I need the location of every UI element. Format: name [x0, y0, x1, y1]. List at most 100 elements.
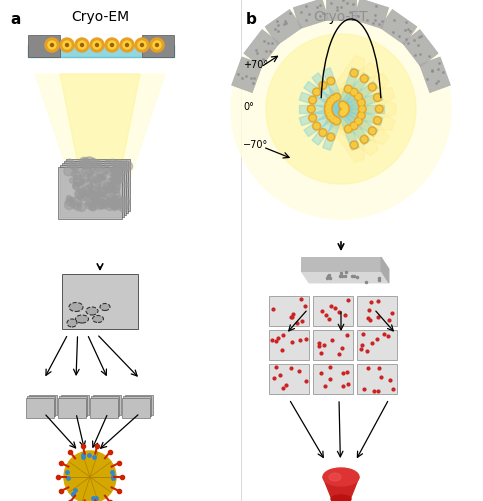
- Circle shape: [341, 103, 348, 111]
- Circle shape: [362, 138, 367, 143]
- Circle shape: [339, 102, 346, 110]
- Circle shape: [88, 176, 94, 182]
- FancyBboxPatch shape: [59, 396, 87, 416]
- Circle shape: [108, 42, 116, 50]
- Circle shape: [359, 101, 364, 106]
- Circle shape: [324, 106, 332, 114]
- Circle shape: [327, 104, 331, 108]
- Circle shape: [94, 199, 105, 210]
- Ellipse shape: [86, 308, 98, 315]
- Text: +70°: +70°: [243, 60, 268, 70]
- Circle shape: [99, 193, 104, 197]
- Circle shape: [360, 76, 368, 84]
- Circle shape: [103, 202, 109, 207]
- Circle shape: [331, 97, 336, 102]
- Circle shape: [75, 202, 79, 206]
- Circle shape: [74, 178, 83, 187]
- Circle shape: [339, 110, 346, 118]
- Circle shape: [325, 110, 333, 118]
- Ellipse shape: [100, 304, 110, 311]
- Circle shape: [307, 106, 315, 114]
- Circle shape: [91, 196, 98, 203]
- Polygon shape: [380, 11, 417, 46]
- Circle shape: [373, 117, 382, 125]
- Circle shape: [327, 111, 331, 116]
- Polygon shape: [301, 272, 389, 284]
- Circle shape: [123, 42, 131, 50]
- Circle shape: [319, 82, 327, 90]
- Circle shape: [138, 42, 146, 50]
- Circle shape: [120, 167, 128, 175]
- Circle shape: [156, 45, 158, 48]
- Circle shape: [94, 175, 105, 186]
- Circle shape: [51, 45, 54, 48]
- Ellipse shape: [75, 315, 88, 323]
- Circle shape: [114, 173, 124, 183]
- Circle shape: [97, 167, 106, 177]
- Circle shape: [327, 134, 335, 142]
- Circle shape: [319, 129, 327, 137]
- Circle shape: [342, 109, 348, 114]
- Circle shape: [103, 183, 114, 194]
- Circle shape: [66, 196, 71, 201]
- Circle shape: [362, 77, 367, 82]
- Polygon shape: [322, 57, 365, 117]
- Circle shape: [117, 196, 121, 200]
- Circle shape: [90, 39, 104, 53]
- FancyBboxPatch shape: [122, 398, 150, 418]
- FancyBboxPatch shape: [26, 398, 54, 418]
- Circle shape: [81, 45, 84, 48]
- Polygon shape: [341, 90, 396, 130]
- Circle shape: [82, 180, 93, 191]
- FancyBboxPatch shape: [28, 395, 57, 415]
- Circle shape: [340, 111, 345, 116]
- Circle shape: [334, 95, 339, 100]
- FancyBboxPatch shape: [62, 164, 126, 215]
- Circle shape: [64, 167, 73, 176]
- Circle shape: [340, 103, 345, 108]
- Circle shape: [343, 107, 348, 112]
- FancyBboxPatch shape: [357, 330, 397, 360]
- FancyBboxPatch shape: [28, 36, 60, 58]
- Polygon shape: [402, 31, 438, 68]
- Circle shape: [320, 131, 326, 136]
- Circle shape: [309, 107, 314, 112]
- Circle shape: [327, 99, 335, 107]
- Circle shape: [78, 42, 86, 50]
- Circle shape: [329, 116, 337, 124]
- FancyBboxPatch shape: [357, 364, 397, 394]
- Polygon shape: [312, 74, 370, 146]
- Circle shape: [113, 161, 119, 167]
- Circle shape: [350, 89, 358, 97]
- Circle shape: [100, 186, 108, 193]
- Circle shape: [80, 158, 91, 170]
- FancyBboxPatch shape: [57, 398, 85, 418]
- FancyBboxPatch shape: [313, 297, 353, 326]
- Circle shape: [328, 115, 333, 120]
- Circle shape: [153, 42, 161, 50]
- Circle shape: [352, 91, 356, 96]
- Circle shape: [84, 157, 95, 169]
- Circle shape: [66, 197, 75, 207]
- Polygon shape: [336, 479, 346, 497]
- Circle shape: [141, 45, 143, 48]
- Circle shape: [84, 161, 90, 167]
- Circle shape: [80, 191, 89, 200]
- Circle shape: [95, 165, 103, 172]
- Circle shape: [73, 172, 81, 180]
- Circle shape: [352, 72, 356, 77]
- Circle shape: [73, 184, 79, 190]
- Circle shape: [310, 98, 315, 103]
- Circle shape: [266, 35, 416, 185]
- Circle shape: [328, 135, 333, 140]
- Circle shape: [85, 200, 96, 210]
- Circle shape: [73, 163, 84, 173]
- Polygon shape: [381, 258, 389, 284]
- Circle shape: [375, 96, 380, 101]
- Circle shape: [110, 168, 115, 173]
- Circle shape: [87, 203, 92, 208]
- Text: a: a: [10, 12, 20, 27]
- Circle shape: [70, 198, 82, 209]
- FancyBboxPatch shape: [123, 396, 151, 416]
- Polygon shape: [325, 63, 379, 122]
